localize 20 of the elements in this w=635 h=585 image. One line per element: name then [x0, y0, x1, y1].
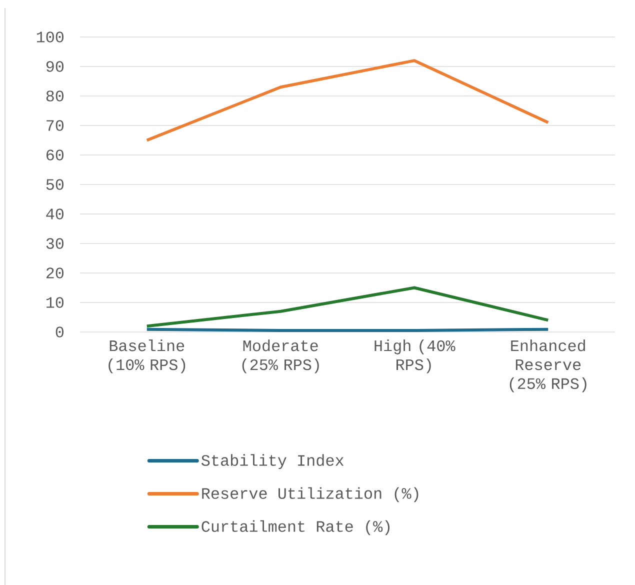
y-tick-label: 90 — [46, 60, 64, 72]
y-tick-label: 80 — [46, 90, 64, 102]
y-tick-label: 20 — [46, 267, 64, 278]
legend-label: Stability Index — [201, 454, 344, 469]
y-tick-label: 60 — [46, 149, 64, 160]
x-tick-label: Enhanced Reserve (25% RPS) — [510, 339, 586, 392]
legend-label: Curtailment Rate (%) — [202, 520, 390, 535]
y-tick-label: 0 — [56, 326, 64, 338]
y-tick-label: 30 — [46, 238, 64, 249]
legend-label: Reserve Utilization (%) — [202, 486, 418, 502]
line-series — [145, 286, 550, 328]
y-tick-label: 100 — [36, 31, 64, 42]
x-tick-label: High (40% RPS) — [374, 339, 456, 374]
y-tick-label: 40 — [46, 208, 64, 220]
y-tick-label: 70 — [46, 120, 64, 131]
x-tick-label: Moderate (25% RPS) — [242, 339, 319, 374]
line-series — [145, 58, 550, 142]
y-tick-label: 10 — [46, 296, 64, 308]
y-tick-label: 50 — [46, 178, 64, 190]
x-tick-label: Baseline (10% RPS) — [108, 339, 186, 374]
